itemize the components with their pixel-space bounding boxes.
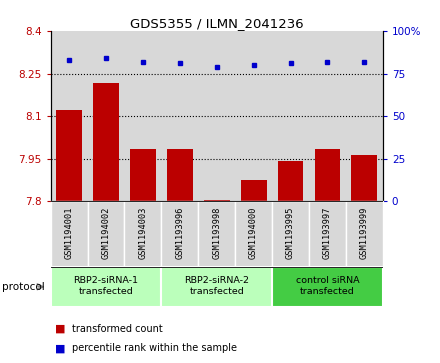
Bar bbox=[272, 201, 309, 267]
Bar bbox=[161, 267, 272, 307]
Bar bbox=[161, 201, 198, 267]
Text: GSM1194000: GSM1194000 bbox=[249, 206, 258, 258]
Text: GSM1193997: GSM1193997 bbox=[323, 206, 332, 258]
Text: GSM1194001: GSM1194001 bbox=[65, 206, 73, 258]
Bar bbox=[93, 83, 119, 201]
Text: percentile rank within the sample: percentile rank within the sample bbox=[72, 343, 237, 354]
Bar bbox=[51, 201, 88, 267]
Text: RBP2-siRNA-2
transfected: RBP2-siRNA-2 transfected bbox=[184, 276, 249, 296]
Text: ■: ■ bbox=[55, 343, 69, 354]
Bar bbox=[352, 155, 377, 201]
Title: GDS5355 / ILMN_2041236: GDS5355 / ILMN_2041236 bbox=[130, 17, 304, 30]
Bar bbox=[315, 150, 341, 201]
Text: GSM1194003: GSM1194003 bbox=[138, 206, 147, 258]
Bar bbox=[272, 267, 383, 307]
Bar bbox=[309, 201, 346, 267]
Text: protocol: protocol bbox=[2, 282, 45, 292]
Bar bbox=[167, 150, 193, 201]
Bar bbox=[130, 150, 156, 201]
Text: GSM1193999: GSM1193999 bbox=[360, 206, 369, 258]
Bar bbox=[235, 201, 272, 267]
Text: GSM1193996: GSM1193996 bbox=[175, 206, 184, 258]
Text: GSM1194002: GSM1194002 bbox=[102, 206, 110, 258]
Text: transformed count: transformed count bbox=[72, 323, 162, 334]
Bar bbox=[56, 110, 82, 201]
Bar bbox=[346, 201, 383, 267]
Bar bbox=[88, 201, 125, 267]
Text: ■: ■ bbox=[55, 323, 69, 334]
Bar bbox=[241, 180, 267, 201]
Bar bbox=[51, 267, 161, 307]
Text: control siRNA
transfected: control siRNA transfected bbox=[296, 276, 359, 296]
Bar bbox=[125, 201, 161, 267]
Text: GSM1193998: GSM1193998 bbox=[212, 206, 221, 258]
Bar bbox=[204, 200, 230, 201]
Text: GSM1193995: GSM1193995 bbox=[286, 206, 295, 258]
Text: RBP2-siRNA-1
transfected: RBP2-siRNA-1 transfected bbox=[73, 276, 139, 296]
Bar bbox=[198, 201, 235, 267]
Bar bbox=[278, 161, 304, 201]
